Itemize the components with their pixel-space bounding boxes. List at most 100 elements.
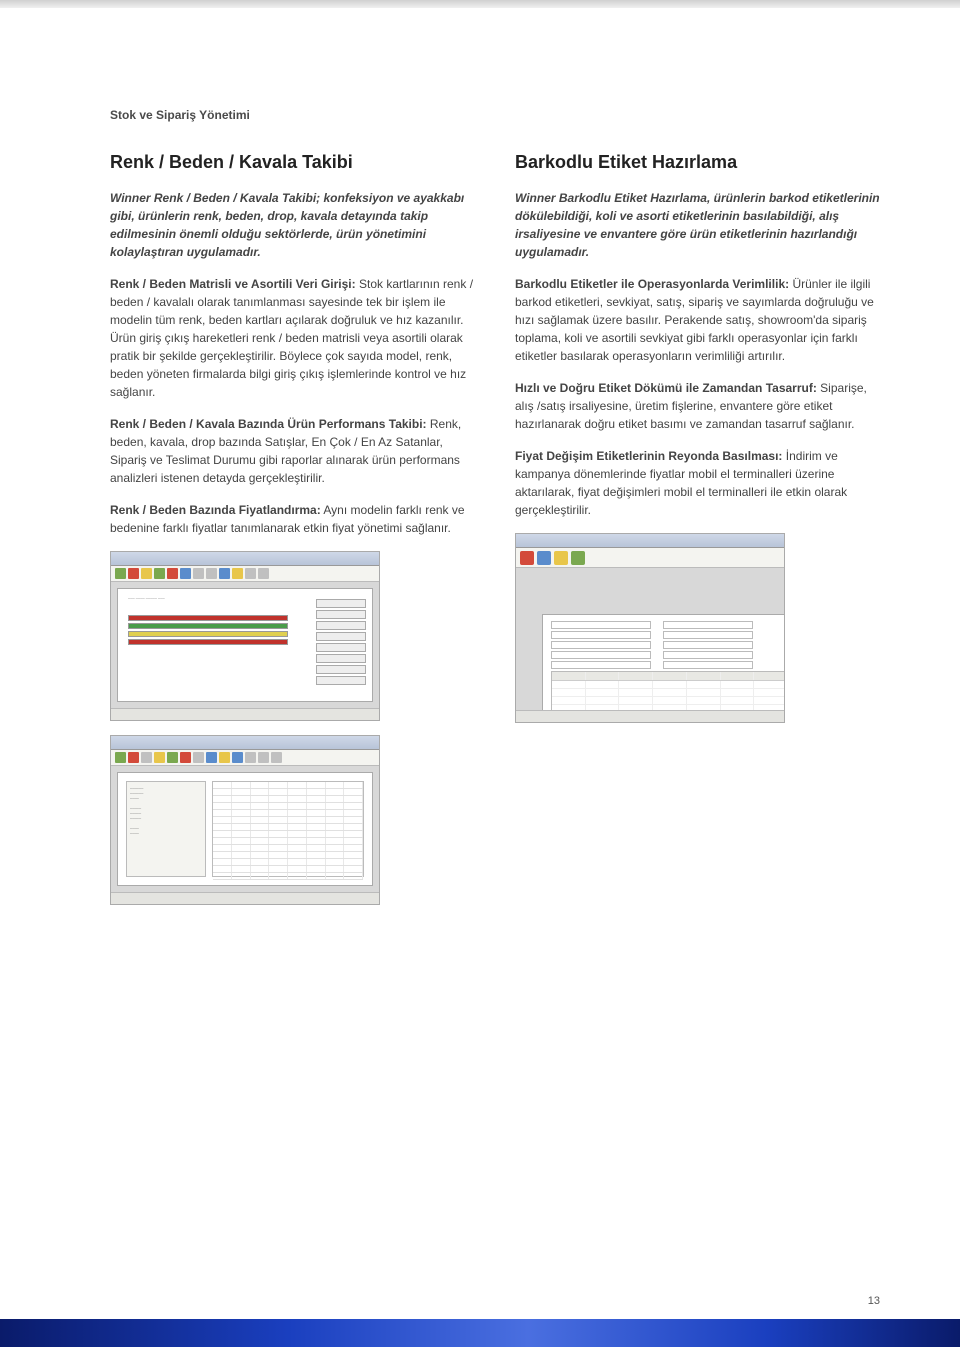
grid-cell (687, 697, 721, 704)
grid-cell (232, 852, 251, 858)
grid-cell (344, 782, 363, 788)
screenshot-3 (515, 533, 785, 723)
toolbar-icon (232, 752, 243, 763)
grid-cell (653, 681, 687, 688)
page-number: 13 (868, 1295, 880, 1307)
grid-cell (288, 817, 307, 823)
grid-cell (213, 803, 232, 809)
grid-cell (251, 831, 270, 837)
grid-cell (754, 681, 785, 688)
grid-row (213, 866, 363, 873)
grid-cell (269, 824, 288, 830)
grid-cell (288, 838, 307, 844)
grid-cell (269, 782, 288, 788)
ss3-fields-left (551, 621, 651, 671)
grid-cell (251, 845, 270, 851)
grid-cell (232, 845, 251, 851)
ss2-titlebar (111, 736, 379, 750)
grid-cell (552, 681, 586, 688)
grid-cell (288, 789, 307, 795)
grid-cell (721, 697, 755, 704)
grid-cell (326, 859, 345, 865)
grid-cell (213, 845, 232, 851)
toolbar-icon (180, 752, 191, 763)
grid-row (213, 831, 363, 838)
ss3-panel (542, 614, 785, 723)
toolbar-icon (180, 568, 191, 579)
grid-cell (326, 824, 345, 830)
ss1-statusbar (111, 708, 379, 720)
toolbar-icon (219, 568, 230, 579)
grid-cell (269, 831, 288, 837)
grid-cell (326, 852, 345, 858)
grid-cell (288, 845, 307, 851)
grid-cell (326, 845, 345, 851)
grid-cell (232, 824, 251, 830)
grid-cell (213, 838, 232, 844)
grid-cell (326, 817, 345, 823)
toolbar-icon (128, 752, 139, 763)
grid-cell (307, 873, 326, 879)
left-para-2: Renk / Beden / Kavala Bazında Ürün Perfo… (110, 415, 475, 487)
grid-cell (653, 689, 687, 696)
grid-cell (213, 782, 232, 788)
grid-cell (344, 838, 363, 844)
grid-cell (232, 810, 251, 816)
toolbar-icon (206, 568, 217, 579)
left-para-1: Renk / Beden Matrisli ve Asortili Veri G… (110, 275, 475, 401)
grid-cell (619, 689, 653, 696)
toolbar-icon (167, 568, 178, 579)
grid-cell (307, 824, 326, 830)
ss2-toolbar (111, 750, 379, 766)
toolbar-icon (232, 568, 243, 579)
grid-cell (326, 796, 345, 802)
ss3-field (663, 621, 753, 629)
grid-cell (213, 796, 232, 802)
grid-header-cell (586, 672, 620, 680)
grid-header-cell (754, 672, 785, 680)
grid-cell (288, 866, 307, 872)
toolbar-icon (154, 752, 165, 763)
grid-cell (307, 866, 326, 872)
toolbar-icon (115, 752, 126, 763)
grid-cell (288, 873, 307, 879)
grid-row (213, 817, 363, 824)
grid-cell (307, 838, 326, 844)
grid-cell (344, 803, 363, 809)
ss1-side-btn (316, 610, 366, 619)
toolbar-icon (245, 752, 256, 763)
top-strip (0, 0, 960, 8)
ss1-side-btn (316, 643, 366, 652)
ss1-toolbar (111, 566, 379, 582)
grid-cell (326, 838, 345, 844)
ss2-panel: ––––––––––––––––––––––––––––––––––––––– (117, 772, 373, 886)
ss1-side-btn (316, 654, 366, 663)
grid-cell (307, 796, 326, 802)
grid-cell (344, 873, 363, 879)
grid-cell (326, 789, 345, 795)
ss3-field (551, 641, 651, 649)
grid-cell (251, 803, 270, 809)
toolbar-icon (219, 752, 230, 763)
ss3-titlebar (516, 534, 784, 548)
left-para-3: Renk / Beden Bazında Fiyatlandırma: Aynı… (110, 501, 475, 537)
grid-cell (232, 782, 251, 788)
grid-cell (251, 789, 270, 795)
ss3-field (663, 631, 753, 639)
grid-cell (586, 681, 620, 688)
grid-cell (269, 873, 288, 879)
grid-cell (344, 824, 363, 830)
ss1-side-buttons (316, 599, 366, 687)
ss3-fields-right (663, 621, 753, 671)
page-content: Stok ve Sipariş Yönetimi Renk / Beden / … (0, 8, 960, 979)
grid-cell (269, 859, 288, 865)
grid-cell (232, 831, 251, 837)
grid-row (213, 852, 363, 859)
two-column-layout: Renk / Beden / Kavala Takibi Winner Renk… (110, 152, 880, 919)
ss3-field (551, 621, 651, 629)
ss2-left-pane: ––––––––––––––––––––––––––––––––––––––– (126, 781, 206, 877)
screenshot-2: ––––––––––––––––––––––––––––––––––––––– (110, 735, 380, 905)
ss3-statusbar (516, 710, 784, 722)
toolbar-icon (258, 752, 269, 763)
grid-row (213, 824, 363, 831)
